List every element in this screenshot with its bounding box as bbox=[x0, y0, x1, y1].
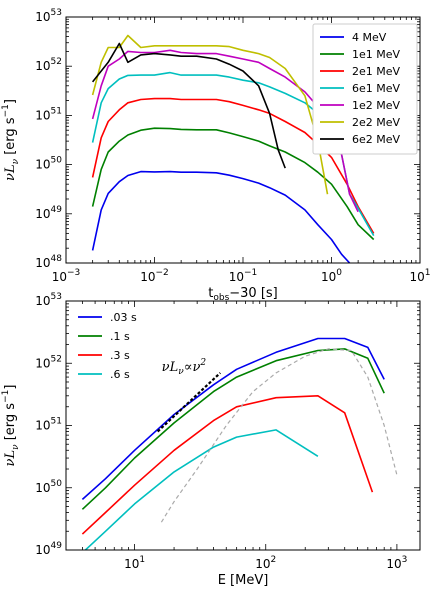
x-tick-label: 102 bbox=[255, 555, 276, 571]
y-tick-label: 1049 bbox=[35, 541, 62, 557]
x-tick-label: 101 bbox=[409, 268, 430, 284]
legend-entry-label: 4 MeV bbox=[352, 31, 387, 44]
x-axis-label: tobs−30 [s] bbox=[208, 286, 278, 303]
legend-entry-label: 1e2 MeV bbox=[352, 99, 401, 112]
series-group bbox=[81, 337, 398, 550]
series-line-dashed-reference bbox=[160, 348, 398, 523]
y-tick-label: 1053 bbox=[35, 292, 62, 308]
series-line--3-s bbox=[81, 394, 374, 535]
x-tick-label: 10−3 bbox=[52, 268, 81, 284]
legend-entry-label: 2e2 MeV bbox=[352, 116, 401, 129]
series-line-4-mev bbox=[91, 170, 351, 263]
legend-entry-label: 2e1 MeV bbox=[352, 65, 401, 78]
legend-entry-label: .03 s bbox=[110, 311, 137, 324]
x-axis-label: E [MeV] bbox=[218, 573, 269, 588]
x-tick-label: 10−2 bbox=[140, 268, 169, 284]
y-tick-label: 1048 bbox=[35, 254, 62, 270]
time-light-curve-panel: 10−3 10−2 10−1 100 101 1048 1049 1050 1051 1052 10… bbox=[1, 8, 431, 303]
legend-entry-label: .3 s bbox=[110, 349, 130, 362]
energy-spectrum-panel: 101 102 103 1049 1050 1051 1052 1053 νLν [erg s−… bbox=[1, 292, 421, 588]
x-tick-label: 101 bbox=[124, 555, 145, 571]
y-tick-label: 1053 bbox=[35, 8, 62, 24]
legend-entry-label: .6 s bbox=[110, 368, 130, 381]
y-tick-label: 1049 bbox=[35, 205, 62, 221]
series-line--1-s bbox=[81, 348, 385, 510]
x-tick-label: 100 bbox=[321, 268, 342, 284]
y-tick-label: 1052 bbox=[35, 354, 62, 370]
series-line--6-s bbox=[84, 429, 319, 550]
series-group bbox=[91, 34, 375, 263]
legend-entry-label: 6e2 MeV bbox=[352, 133, 401, 146]
tick-marks bbox=[65, 300, 420, 551]
x-tick-label: 10−1 bbox=[229, 268, 258, 284]
y-tick-label: 1051 bbox=[35, 106, 62, 122]
series-line--03-s bbox=[81, 337, 385, 500]
x-tick-label: 103 bbox=[386, 555, 407, 571]
legend-entry-label: .1 s bbox=[110, 330, 130, 343]
legend: 4 MeV 1e1 MeV 2e1 MeV 6e1 MeV 1e2 MeV 2e2 MeV… bbox=[312, 23, 418, 155]
y-axis-label: νLν [erg s−1] bbox=[1, 385, 21, 467]
y-tick-label: 1050 bbox=[35, 479, 62, 495]
y-axis-label: νLν [erg s−1] bbox=[1, 99, 21, 181]
legend-entry-label: 1e1 MeV bbox=[352, 48, 401, 61]
series-line-6e2-mev bbox=[91, 42, 286, 169]
legend: .03 s .1 s .3 s .6 s bbox=[78, 311, 137, 381]
slope-reference-line bbox=[156, 372, 222, 433]
slope-annotation: νLν∝ν2 bbox=[162, 358, 207, 377]
y-tick-label: 1050 bbox=[35, 156, 62, 172]
series-line-2e2-mev bbox=[91, 34, 329, 195]
legend-entry-label: 6e1 MeV bbox=[352, 82, 401, 95]
y-tick-label: 1051 bbox=[35, 417, 62, 433]
y-tick-label: 1052 bbox=[35, 57, 62, 73]
